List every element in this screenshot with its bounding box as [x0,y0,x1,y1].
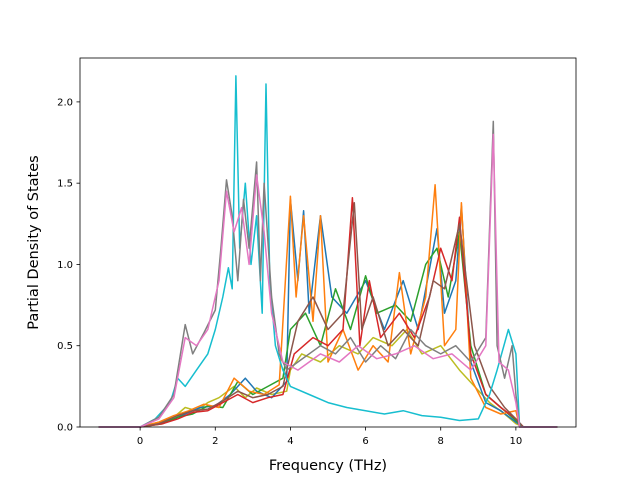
series-line-9 [98,133,558,428]
series-layer [98,75,558,428]
y-tick-label: 0.0 [57,423,73,434]
x-axis: 0 2 4 6 8 10 [137,427,522,447]
x-tick-label: 6 [362,436,368,447]
x-tick-label: 8 [438,436,444,447]
x-tick-label: 4 [287,436,293,447]
x-axis-label: Frequency (THz) [269,458,387,474]
x-tick-label: 10 [510,436,523,447]
y-tick-label: 0.5 [57,341,73,352]
x-tick-label: 0 [137,436,143,447]
y-axis: 0.0 0.5 1.0 1.5 2.0 [57,97,80,434]
plot-frame [79,57,577,428]
y-tick-label: 1.5 [57,179,73,190]
y-tick-label: 1.0 [57,260,73,271]
x-tick-label: 2 [212,436,218,447]
series-line-5 [98,197,558,428]
y-tick-label: 2.0 [57,97,73,108]
y-axis-label: Partial Density of States [26,155,42,329]
